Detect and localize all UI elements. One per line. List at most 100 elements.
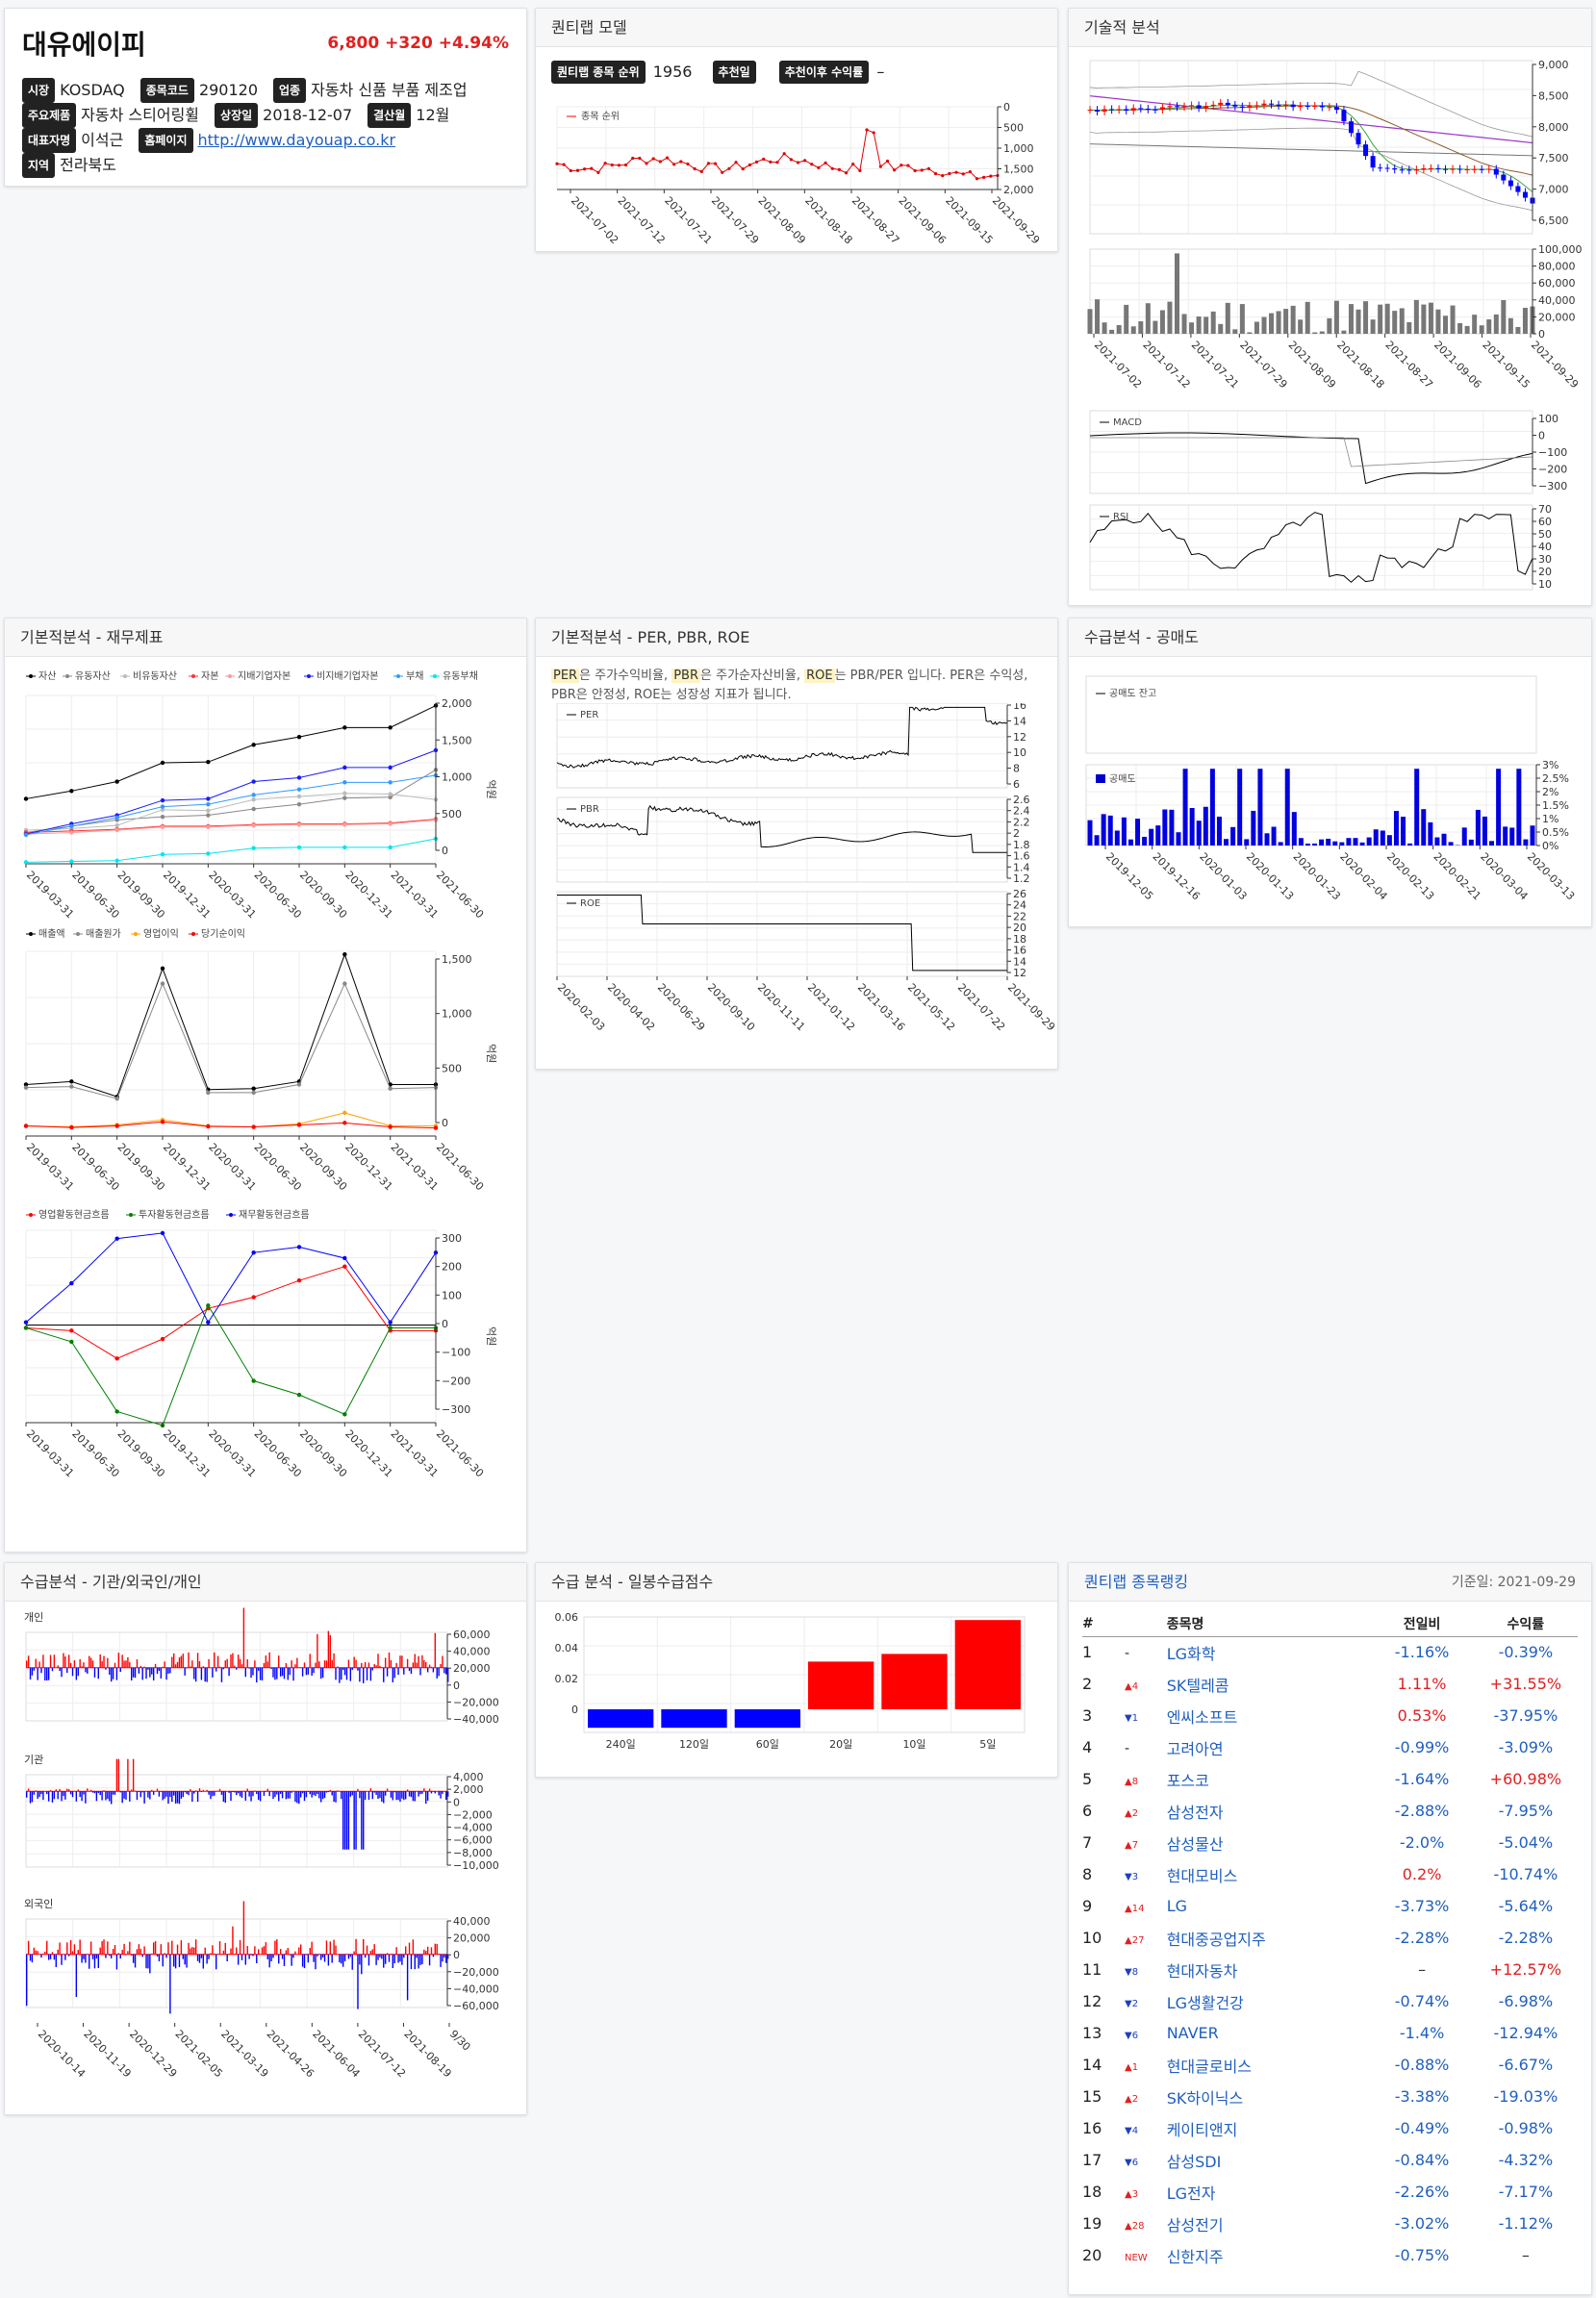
volume-bar (1435, 309, 1441, 334)
series-line (25, 774, 437, 836)
stock-link[interactable]: LG화학 (1166, 1644, 1216, 1663)
flow-bar (359, 1954, 361, 1965)
rank-cell: 20 NEW (1082, 2239, 1167, 2271)
stock-link[interactable]: 포스코 (1166, 1771, 1209, 1790)
table-row[interactable]: 8 ▼3 현대모비스 0.2% -10.74% (1082, 1858, 1578, 1890)
stock-link[interactable]: SK텔레콤 (1166, 1676, 1229, 1695)
rsi-line (1089, 512, 1533, 583)
series-point (114, 827, 119, 833)
stock-link[interactable]: 신한지주 (1166, 2247, 1224, 2266)
stock-link[interactable]: LG전자 (1166, 2184, 1216, 2203)
stock-link[interactable]: SK하이닉스 (1166, 2088, 1244, 2108)
table-row[interactable]: 13 ▼6 NAVER -1.4% -12.94% (1082, 2017, 1578, 2049)
short-selling-card: 수급분석 - 공매도 공매도 잔고 공매도 3% 2.5% 2% 1.5% 1% 0.5% 0%… (1068, 618, 1592, 927)
series-point (251, 1250, 256, 1255)
table-row[interactable]: 19 ▲28 삼성전기 -3.02% -1.12% (1082, 2208, 1578, 2239)
table-row[interactable]: 10 ▲27 현대중공업지주 -2.28% -2.28% (1082, 1922, 1578, 1954)
volume-bar (1413, 299, 1419, 334)
flow-bar (200, 1667, 203, 1680)
stock-link[interactable]: 삼성전기 (1166, 2215, 1224, 2235)
homepage-link[interactable]: http://www.dayouap.co.kr (197, 131, 396, 149)
flow-bar (147, 1954, 149, 1969)
return-cell: -5.64% (1498, 1897, 1554, 1915)
table-row[interactable]: 17 ▼6 삼성SDI -0.84% -4.32% (1082, 2144, 1578, 2176)
x-tick-label: 2020-09-10 (705, 981, 757, 1033)
table-row[interactable]: 12 ▼2 LG생활건강 -0.74% -6.98% (1082, 1985, 1578, 2017)
stock-link[interactable]: NAVER (1166, 2024, 1219, 2042)
series-point (251, 822, 256, 828)
rank-point (858, 168, 862, 172)
flow-bar (85, 1791, 87, 1804)
rank-number: 19 (1082, 2214, 1102, 2233)
return-cell: -4.32% (1498, 2151, 1554, 2169)
y-tick-label: 0 (571, 1704, 578, 1716)
x-tick-label: 2021-07-22 (955, 981, 1007, 1033)
flow-bar (343, 1954, 346, 1961)
stock-link[interactable]: 삼성SDI (1166, 2152, 1222, 2171)
table-row[interactable]: 20 NEW 신한지주 -0.75% – (1082, 2239, 1578, 2271)
rank-point (906, 164, 910, 167)
flow-bar (105, 1791, 107, 1801)
short-bar (1121, 817, 1127, 846)
flow-bar (364, 1791, 367, 1801)
table-row[interactable]: 6 ▲2 삼성전자 -2.88% -7.95% (1082, 1795, 1578, 1827)
table-row[interactable]: 7 ▲7 삼성물산 -2.0% -5.04% (1082, 1827, 1578, 1858)
flow-bar (301, 1791, 304, 1794)
stock-link[interactable]: 삼성전자 (1166, 1803, 1224, 1822)
volume-bar (1247, 332, 1253, 334)
flow-bar (228, 1791, 230, 1793)
table-row[interactable]: 14 ▲1 현대글로비스 -0.88% -6.67% (1082, 2049, 1578, 2081)
rank-point (699, 169, 703, 173)
volume-bar (1305, 301, 1310, 334)
flow-bar (399, 1791, 401, 1803)
table-row[interactable]: 4- 고려아연 -0.99% -3.09% (1082, 1731, 1578, 1763)
stock-link[interactable]: 삼성물산 (1166, 1834, 1224, 1854)
table-row[interactable]: 9 ▲14 LG -3.73% -5.64% (1082, 1890, 1578, 1922)
flow-bar (383, 1791, 385, 1804)
table-row[interactable]: 3 ▼1 엔씨소프트 0.53% -37.95% (1082, 1700, 1578, 1731)
flow-bar (215, 1667, 217, 1672)
flow-bar (384, 1791, 387, 1796)
volume-bar (1392, 311, 1398, 334)
rank-cell: 15 ▲2 (1082, 2081, 1167, 2112)
stock-link[interactable]: 엔씨소프트 (1166, 1707, 1238, 1727)
table-row[interactable]: 5 ▲8 포스코 -1.64% +60.98% (1082, 1763, 1578, 1795)
flow-bar (127, 1656, 129, 1668)
table-row[interactable]: 11 ▼8 현대자동차 – +12.57% (1082, 1954, 1578, 1985)
rank-point (754, 160, 759, 164)
table-row[interactable]: 1- LG화학 -1.16% -0.39% (1082, 1636, 1578, 1668)
flow-bar (263, 1946, 266, 1955)
y-tick-label: 40,000 (1538, 294, 1576, 307)
stock-link[interactable]: 현대글로비스 (1166, 2057, 1253, 2076)
volume-bar (1239, 304, 1245, 334)
y-tick-label: 22 (1013, 910, 1026, 922)
table-row[interactable]: 18 ▲3 LG전자 -2.26% -7.17% (1082, 2176, 1578, 2208)
stock-link[interactable]: LG생활건강 (1166, 1993, 1244, 2012)
table-row[interactable]: 2 ▲4 SK텔레콤 1.11% +31.55% (1082, 1668, 1578, 1700)
valuation-description: PER 은 주가수익비율, PBR 은 주가순자산비율, ROE 는 PBR/PER … (536, 657, 1057, 705)
table-row[interactable]: 16 ▼4 케이티앤지 -0.49% -0.98% (1082, 2112, 1578, 2144)
stock-link[interactable]: 현대자동차 (1166, 1961, 1238, 1981)
flow-bar (99, 1947, 101, 1955)
stock-link[interactable]: LG (1166, 1897, 1188, 1915)
flow-bar (49, 1654, 52, 1668)
flow-bar (85, 1954, 87, 1963)
y-tick-label: 20,000 (453, 1932, 491, 1945)
stock-link[interactable]: 케이티앤지 (1166, 2120, 1238, 2139)
rank-cell: 17 ▼6 (1082, 2144, 1167, 2176)
stock-link[interactable]: 현대모비스 (1166, 1866, 1238, 1885)
stock-link[interactable]: 현대중공업지주 (1166, 1930, 1266, 1949)
flow-bar (51, 1952, 54, 1955)
stock-link[interactable]: 고려아연 (1166, 1739, 1224, 1758)
flow-bar (333, 1791, 335, 1803)
table-row[interactable]: 15 ▲2 SK하이닉스 -3.38% -19.03% (1082, 2081, 1578, 2112)
y-tick-label: 1.6 (1013, 850, 1030, 863)
flow-bar (151, 1667, 153, 1675)
legend-marker (29, 1213, 33, 1217)
x-tick-label: 2021-07-02 (569, 194, 621, 246)
rank-point (865, 128, 869, 132)
rank-point (796, 161, 800, 164)
ranking-title[interactable]: 퀀티랩 종목랭킹 (1084, 1573, 1189, 1591)
short-bar (1182, 769, 1188, 846)
flow-bar (414, 1791, 416, 1802)
